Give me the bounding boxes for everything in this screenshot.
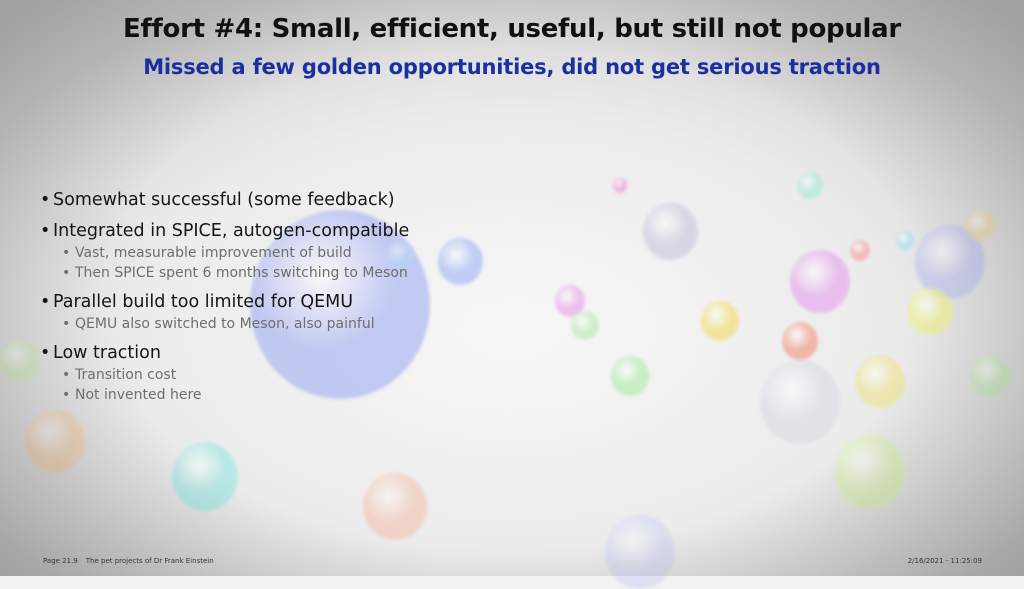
bullet-list: • Somewhat successful (some feedback) • … (40, 188, 680, 412)
bullet-text: Parallel build too limited for QEMU (53, 292, 354, 312)
decorative-ball (970, 355, 1010, 397)
decorative-ball (782, 322, 818, 360)
bullet-dot-icon: • (62, 245, 71, 261)
sub-bullet-text: QEMU also switched to Meson, also painfu… (75, 316, 375, 332)
sub-bullet-text: Transition cost (75, 367, 177, 383)
decorative-ball (965, 210, 995, 242)
decorative-ball (613, 178, 627, 193)
bullet-group: • Parallel build too limited for QEMU • … (40, 290, 680, 334)
bullet-text: Somewhat successful (some feedback) (53, 190, 395, 210)
bullet-item: • Parallel build too limited for QEMU (40, 290, 680, 314)
deck-title: The pet projects of Dr Frank Einstein (85, 557, 214, 565)
bullet-dot-icon: • (62, 367, 71, 383)
bullet-dot-icon: • (62, 265, 71, 281)
decorative-ball (896, 231, 914, 250)
decorative-ball (386, 241, 414, 271)
footer-left: Page 21.9 The pet projects of Dr Frank Ei… (43, 557, 214, 565)
footer-datetime: 2/16/2021 - 11:25:09 (907, 557, 982, 565)
decorative-ball (605, 515, 675, 589)
bullet-group: • Somewhat successful (some feedback) (40, 188, 680, 212)
bullet-item: • Somewhat successful (some feedback) (40, 188, 680, 212)
decorative-ball (363, 473, 427, 541)
bullet-text: Integrated in SPICE, autogen-compatible (53, 221, 410, 241)
slide-subtitle: Missed a few golden opportunities, did n… (143, 55, 881, 79)
decorative-ball (0, 340, 40, 382)
bullet-item: • Low traction (40, 341, 680, 365)
sub-bullet-item: • Transition cost (62, 365, 680, 385)
decorative-ball (790, 250, 850, 313)
sub-bullet-text: Not invented here (75, 387, 202, 403)
bullet-dot-icon: • (40, 221, 51, 241)
decorative-ball (850, 240, 870, 261)
sub-bullet-item: • QEMU also switched to Meson, also pain… (62, 314, 680, 334)
bullet-text: Low traction (53, 343, 161, 363)
decorative-ball (642, 202, 698, 261)
decorative-ball (855, 355, 905, 408)
sub-bullet-item: • Not invented here (62, 385, 680, 405)
bullet-dot-icon: • (40, 292, 51, 312)
decorative-ball (571, 311, 599, 341)
bullet-group: • Low traction • Transition cost • Not i… (40, 341, 680, 405)
decorative-ball (172, 442, 238, 512)
sub-bullet-item: • Then SPICE spent 6 months switching to… (62, 263, 680, 283)
decorative-ball (760, 360, 840, 444)
decorative-ball (611, 356, 649, 396)
sub-bullet-text: Vast, measurable improvement of build (75, 245, 352, 261)
decorative-ball (797, 172, 823, 200)
decorative-ball (437, 237, 483, 285)
decorative-ball (701, 301, 739, 341)
bullet-group: • Integrated in SPICE, autogen-compatibl… (40, 219, 680, 283)
bullet-dot-icon: • (40, 190, 51, 210)
bullet-dot-icon: • (62, 316, 71, 332)
slide-title: Effort #4: Small, efficient, useful, but… (123, 14, 901, 44)
decorative-ball (25, 410, 85, 473)
decorative-ball (907, 287, 953, 335)
decorative-ball (835, 435, 905, 509)
page-number: Page 21.9 (43, 557, 78, 565)
bullet-dot-icon: • (62, 387, 71, 403)
bullet-item: • Integrated in SPICE, autogen-compatibl… (40, 219, 680, 243)
bullet-dot-icon: • (40, 343, 51, 363)
sub-bullet-item: • Vast, measurable improvement of build (62, 243, 680, 263)
sub-bullet-text: Then SPICE spent 6 months switching to M… (75, 265, 408, 281)
